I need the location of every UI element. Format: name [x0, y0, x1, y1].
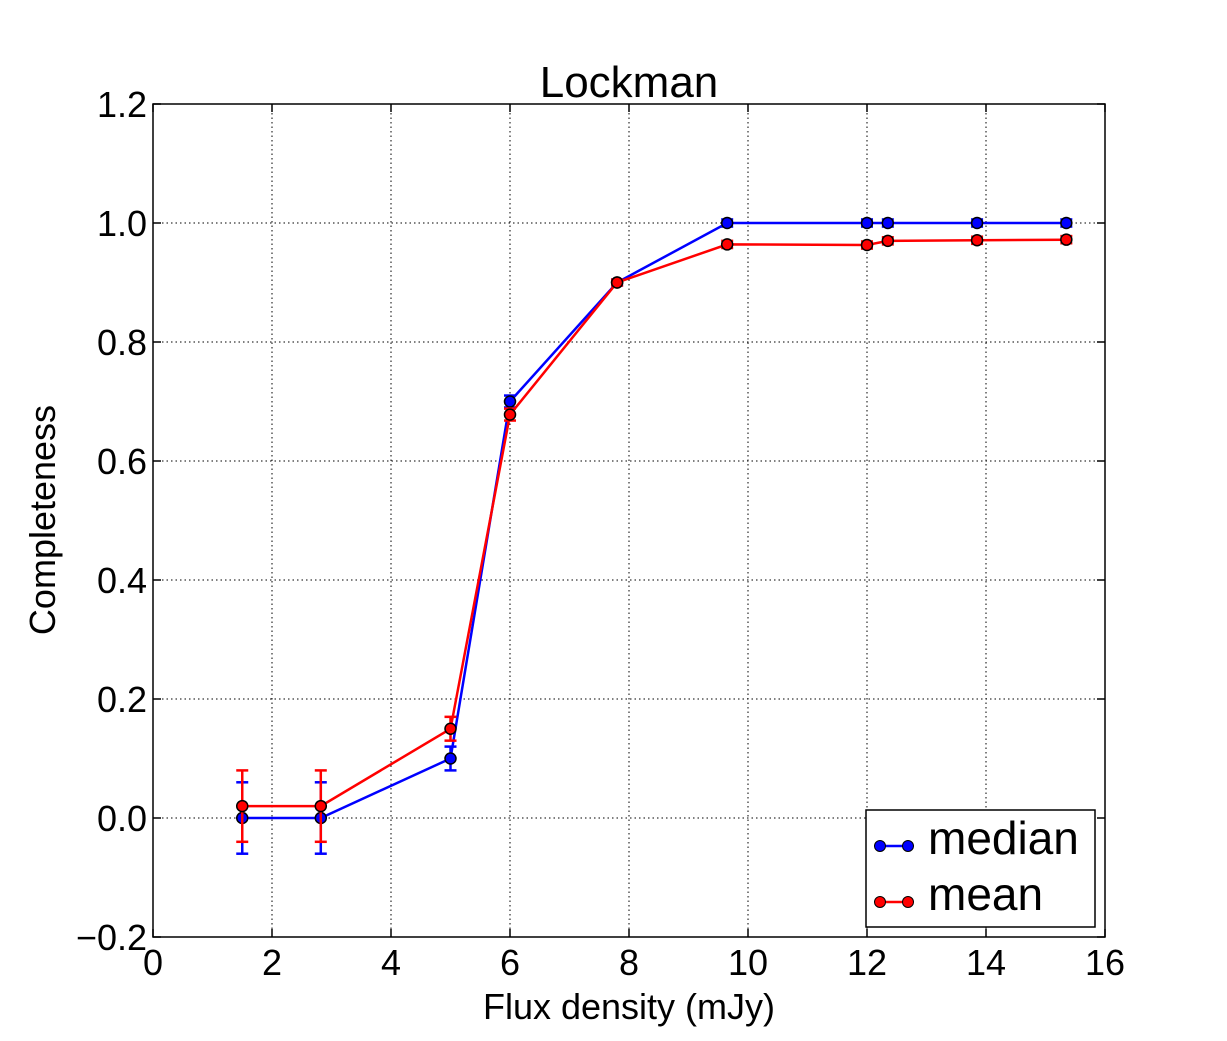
- legend-median-marker-1: [874, 840, 886, 852]
- series-line-median: [242, 221, 1067, 820]
- data-point-median: [503, 395, 517, 408]
- data-point-median: [970, 216, 984, 230]
- legend-mean-marker-1: [874, 896, 886, 908]
- x-tick-label: 4: [381, 942, 401, 983]
- legend-mean-marker-2: [902, 896, 914, 908]
- chart-title: Lockman: [540, 58, 719, 107]
- data-point-mean: [236, 799, 249, 813]
- data-point-mean: [444, 722, 457, 735]
- y-tick-label: 1.2: [97, 84, 147, 125]
- x-tick-label: 14: [966, 942, 1006, 983]
- data-point-mean: [1060, 233, 1073, 246]
- data-point-mean: [970, 234, 984, 247]
- y-tick-label: 0.2: [97, 679, 147, 720]
- legend-mean-label: mean: [928, 868, 1043, 920]
- y-tick-label: −0.2: [76, 917, 147, 958]
- data-series: [236, 216, 1073, 855]
- legend-median-marker-2: [902, 840, 914, 852]
- data-point-mean: [720, 238, 734, 251]
- data-point-median: [444, 752, 457, 765]
- x-axis-label: Flux density (mJy): [483, 986, 775, 1027]
- x-tick-label: 8: [619, 942, 639, 983]
- data-point-median: [881, 216, 895, 230]
- x-tick-label: 0: [143, 942, 163, 983]
- y-tick-label: 0.6: [97, 441, 147, 482]
- x-tick-label: 16: [1085, 942, 1125, 983]
- data-point-mean: [314, 799, 328, 813]
- y-tick-label: 0.4: [97, 560, 147, 601]
- x-tick-label: 6: [500, 942, 520, 983]
- data-point-mean: [610, 276, 624, 289]
- legend-box: [865, 809, 1096, 928]
- data-point-mean: [881, 234, 895, 248]
- series-line-mean: [242, 238, 1067, 808]
- axis-ticks: 0 2 4 6 8 10 12 14 16 −0.2 0.0 0.2 0.4 0.6 0.8 1.0 1.2: [76, 84, 1125, 983]
- x-tick-label: 10: [728, 942, 768, 983]
- x-tick-label: 12: [847, 942, 887, 983]
- y-tick-label: 1.0: [97, 203, 147, 244]
- legend-median-label: median: [928, 812, 1079, 864]
- x-tick-label: 2: [262, 942, 282, 983]
- data-point-median: [720, 216, 734, 230]
- data-point-mean: [503, 408, 517, 421]
- y-axis-label: Completeness: [22, 405, 63, 635]
- y-tick-label: 0.8: [97, 322, 147, 363]
- data-point-median: [860, 216, 874, 230]
- data-point-mean: [860, 238, 874, 252]
- y-tick-label: 0.0: [97, 798, 147, 839]
- series-mean: [236, 233, 1073, 844]
- legend: median mean: [865, 809, 1096, 928]
- data-point-median: [1060, 216, 1073, 230]
